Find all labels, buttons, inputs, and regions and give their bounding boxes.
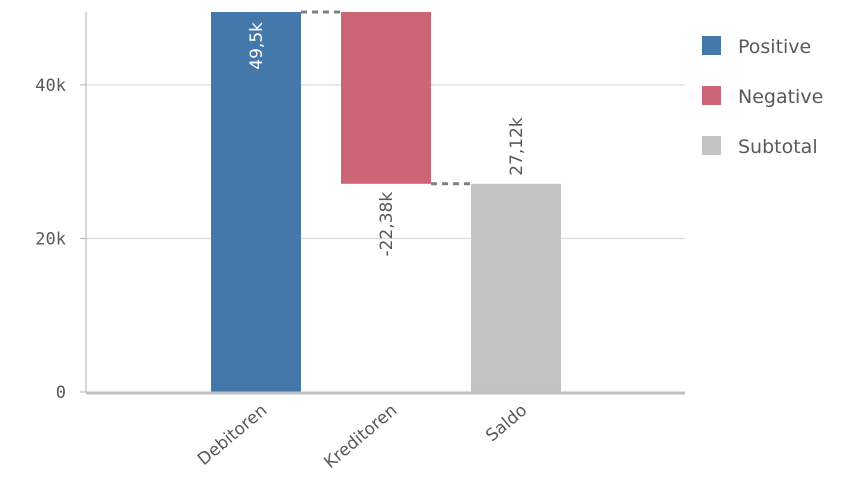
legend-label-subtotal: Subtotal <box>738 136 818 158</box>
data-label: -22,38k <box>377 192 397 257</box>
bar-saldo <box>471 183 561 392</box>
legend-swatch-positive <box>702 36 721 55</box>
x-tick-label: Saldo <box>482 401 531 447</box>
legend-swatch-subtotal <box>702 136 721 155</box>
y-tick-label: 0 <box>56 383 66 403</box>
legend-swatch-negative <box>702 86 721 105</box>
x-tick-label: Kreditoren <box>320 401 401 473</box>
bar-kreditoren <box>341 12 431 184</box>
bar-debitoren <box>211 12 301 392</box>
y-tick-label: 40k <box>35 76 66 96</box>
x-tick-label: Debitoren <box>194 401 271 470</box>
data-label: 49,5k <box>247 22 267 70</box>
legend-label-negative: Negative <box>738 86 823 108</box>
y-tick-label: 20k <box>35 229 66 249</box>
data-label: 27,12k <box>507 117 527 176</box>
legend-label-positive: Positive <box>738 36 811 58</box>
